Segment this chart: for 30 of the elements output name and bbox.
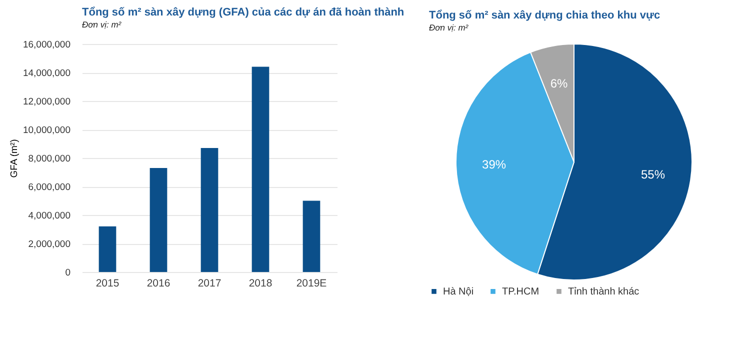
- y-tick-label: 14,000,000: [22, 68, 70, 79]
- x-tick-label: 2019E: [296, 278, 327, 290]
- data-label: 55%: [641, 168, 666, 182]
- y-tick-label: 0: [65, 268, 70, 278]
- legend-label: Hà Nội: [443, 286, 474, 298]
- legend-label: TP.HCM: [502, 286, 540, 298]
- legend-label: Tỉnh thành khác: [568, 286, 640, 298]
- y-tick-label: 4,000,000: [28, 210, 70, 222]
- chart-title: Tổng số m² sàn xây dựng chia theo khu vực: [429, 10, 660, 22]
- data-label: 6%: [550, 76, 568, 90]
- y-tick-label: 12,000,000: [22, 96, 70, 108]
- chart-subtitle: Đơn vị: m²: [429, 22, 470, 32]
- bar: [98, 226, 116, 272]
- chart-subtitle: Đơn vị: m²: [82, 20, 122, 30]
- bar: [200, 148, 218, 272]
- bar: [302, 200, 320, 272]
- y-tick-label: 10,000,000: [22, 125, 70, 136]
- bar: [150, 168, 168, 272]
- data-label: 39%: [482, 158, 506, 172]
- x-tick-label: 2016: [146, 278, 170, 290]
- bar: [252, 66, 270, 272]
- y-tick-label: 2,000,000: [28, 239, 70, 250]
- y-tick-label: 6,000,000: [28, 182, 70, 193]
- x-tick-label: 2018: [248, 278, 272, 290]
- y-tick-label: 8,000,000: [28, 154, 70, 164]
- chart-title: Tổng số m² sàn xây dựng (GFA) của các dự án đã hoàn thành: [82, 6, 404, 18]
- y-tick-label: 16,000,000: [22, 40, 70, 50]
- x-tick-label: 2015: [96, 278, 120, 290]
- x-tick-label: 2017: [198, 278, 222, 290]
- y-axis-title: GFA (m²): [8, 139, 20, 178]
